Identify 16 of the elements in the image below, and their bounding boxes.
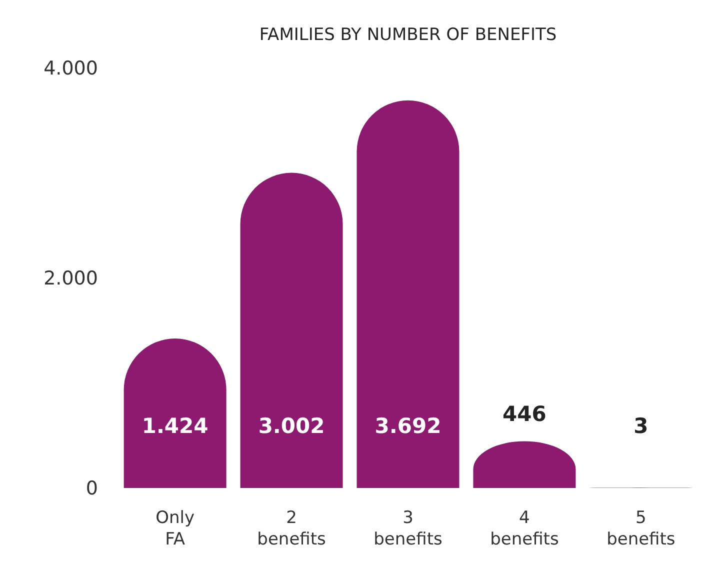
chart-title: FAMILIES BY NUMBER OF BENEFITS <box>259 25 557 45</box>
y-tick-label: 2.000 <box>44 268 98 290</box>
data-label: 3.002 <box>258 414 325 438</box>
data-label: 3 <box>634 414 648 438</box>
x-tick-label: 4 benefits <box>490 508 559 550</box>
bar <box>240 172 343 488</box>
x-tick-label: 5 benefits <box>606 508 676 550</box>
data-label: 1.424 <box>142 414 208 438</box>
data-label: 446 <box>502 402 546 426</box>
y-tick-label: 4.000 <box>44 58 98 80</box>
x-tick-label: 2 benefits <box>257 508 326 550</box>
x-tick-label: Only FA <box>156 508 195 550</box>
bar <box>356 100 460 488</box>
data-label: 3.692 <box>374 414 442 438</box>
y-tick-label: 0 <box>86 478 98 500</box>
x-tick-label: 3 benefits <box>374 508 442 550</box>
